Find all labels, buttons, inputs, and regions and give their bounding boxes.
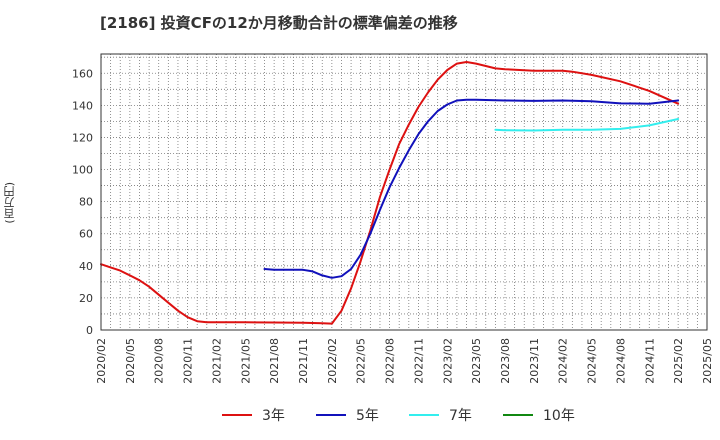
x-tick-label: 2020/08 [153, 338, 166, 384]
x-tick-label: 2022/05 [355, 338, 368, 384]
x-tick-label: 2021/11 [297, 338, 310, 384]
y-tick-label: 80 [79, 196, 93, 209]
series-line-3年 [100, 61, 680, 325]
x-tick-label: 2021/08 [268, 338, 281, 384]
y-tick-label: 140 [72, 99, 93, 112]
x-tick-label: 2023/02 [441, 338, 454, 384]
x-tick-label: 2025/05 [701, 338, 714, 384]
grid-layer [101, 54, 707, 330]
legend-item: 3年 [222, 404, 285, 426]
series-line-5年 [263, 98, 680, 279]
legend-swatch [409, 414, 439, 416]
legend-swatch [316, 414, 346, 416]
y-tick-label: 20 [79, 292, 93, 305]
chart-title: [2186] 投資CFの12か月移動合計の標準偏差の推移 [100, 14, 458, 32]
x-tick-label: 2020/02 [95, 338, 108, 384]
y-tick-label: 40 [79, 260, 93, 273]
x-tick-label: 2021/02 [210, 338, 223, 384]
legend-swatch [503, 414, 533, 416]
legend-label: 5年 [356, 408, 379, 424]
y-tick-label: 0 [86, 324, 93, 337]
y-tick-label: 160 [72, 67, 93, 80]
plot-area: 0 20 40 60 80 100 120 140 160 2020/02 2020/05 2020/… [72, 53, 714, 384]
y-tick-label: 120 [72, 131, 93, 144]
x-tick-label: 2023/05 [470, 338, 483, 384]
x-tick-label: 2021/05 [239, 338, 252, 384]
x-tick-label: 2024/02 [557, 338, 570, 384]
legend-label: 10年 [543, 408, 575, 424]
x-tick-label: 2024/05 [586, 338, 599, 384]
x-tick-label: 2024/08 [614, 338, 627, 384]
axis-layer: 0 20 40 60 80 100 120 140 160 2020/02 2020/05 2020/… [72, 53, 714, 384]
x-tick-label: 2020/11 [182, 338, 195, 384]
x-tick-label: 2025/02 [672, 338, 685, 384]
series-layer [100, 61, 680, 325]
y-tick-label: 100 [72, 164, 93, 177]
y-tick-label: 60 [79, 228, 93, 241]
x-tick-label: 2024/11 [643, 338, 656, 384]
legend-item: 7年 [409, 404, 472, 426]
legend-label: 7年 [449, 408, 472, 424]
legend: 3年 5年 7年 10年 [0, 404, 720, 426]
x-tick-label: 2022/08 [384, 338, 397, 384]
plot-border [100, 53, 708, 331]
legend-swatch [222, 414, 252, 416]
legend-label: 3年 [262, 408, 285, 424]
legend-item: 5年 [316, 404, 379, 426]
x-tick-label: 2023/08 [499, 338, 512, 384]
x-tick-label: 2022/02 [326, 338, 339, 384]
series-line-7年 [494, 118, 680, 132]
x-tick-label: 2023/11 [528, 338, 541, 384]
legend-item: 10年 [503, 404, 575, 426]
x-tick-label: 2020/05 [124, 338, 137, 384]
x-tick-label: 2022/11 [412, 338, 425, 384]
